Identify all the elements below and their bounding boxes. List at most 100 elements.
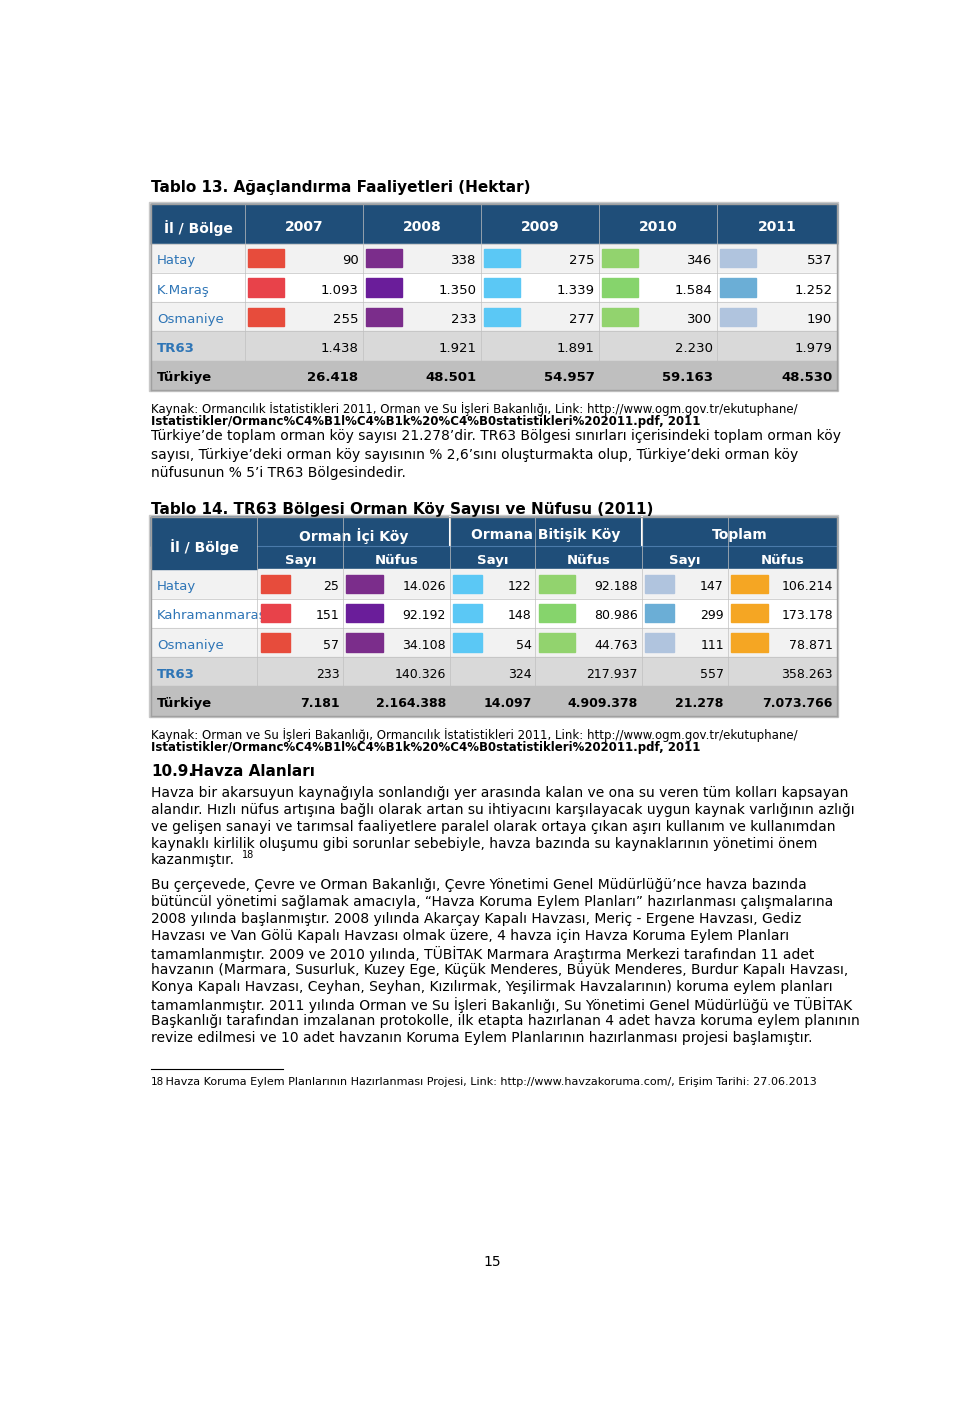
Text: 44.763: 44.763 [594, 639, 638, 652]
Text: 2011: 2011 [757, 220, 797, 234]
Text: Kahramanmaraş: Kahramanmaraş [157, 609, 267, 622]
Text: 233: 233 [316, 668, 339, 681]
Text: havzanın (Marmara, Susurluk, Kuzey Ege, Küçük Menderes, Büyük Menderes, Burdur K: havzanın (Marmara, Susurluk, Kuzey Ege, … [151, 963, 849, 977]
Text: Istatistikler/Ormanc%C4%B1l%C4%B1k%20%C4%B0statistikleri%202011.pdf, 2011: Istatistikler/Ormanc%C4%B1l%C4%B1k%20%C4… [151, 741, 701, 753]
Bar [151, 686, 837, 715]
Text: Nüfus: Nüfus [374, 554, 419, 567]
Text: 34.108: 34.108 [402, 639, 445, 652]
Bar [484, 308, 519, 325]
Bar [484, 250, 519, 267]
Text: 59.163: 59.163 [661, 371, 712, 384]
Bar [539, 575, 575, 594]
Bar [367, 250, 401, 267]
Text: nüfusunun % 5’i TR63 Bölgesindedir.: nüfusunun % 5’i TR63 Bölgesindedir. [151, 467, 406, 479]
Text: ve gelişen sanayi ve tarımsal faaliyetlere paralel olarak ortaya çıkan aşırı kul: ve gelişen sanayi ve tarımsal faaliyetle… [151, 819, 835, 833]
Text: 18: 18 [151, 1077, 164, 1087]
Text: 1.339: 1.339 [557, 284, 594, 297]
Bar [260, 634, 290, 652]
Bar [720, 278, 756, 297]
Text: 57: 57 [324, 639, 339, 652]
Text: TR63: TR63 [157, 342, 195, 355]
Bar [347, 575, 382, 594]
Text: 1.584: 1.584 [675, 284, 712, 297]
Bar [151, 598, 837, 628]
Text: tamamlanmıştır. 2009 ve 2010 yılında, TÜBİTAK Marmara Araştırma Merkezi tarafınd: tamamlanmıştır. 2009 ve 2010 yılında, TÜ… [151, 946, 814, 962]
Text: İl / Bölge: İl / Bölge [163, 220, 232, 235]
Text: 1.093: 1.093 [321, 284, 358, 297]
Text: 54.957: 54.957 [543, 371, 594, 384]
Text: 1.252: 1.252 [794, 284, 832, 297]
Text: Sayı: Sayı [284, 554, 316, 567]
Text: Türkiye: Türkiye [157, 698, 212, 711]
Text: Ormana Bitişik Köy: Ormana Bitişik Köy [471, 528, 620, 542]
Text: 10.9.: 10.9. [151, 763, 194, 779]
Text: Havza bir akarsuyun kaynağıyla sonlandığı yer arasında kalan ve ona su veren tüm: Havza bir akarsuyun kaynağıyla sonlandığ… [151, 786, 849, 799]
Text: tamamlanmıştır. 2011 yılında Orman ve Su İşleri Bakanlığı, Su Yönetimi Genel Müd: tamamlanmıştır. 2011 yılında Orman ve Su… [151, 996, 852, 1013]
Text: 26.418: 26.418 [307, 371, 358, 384]
Text: Istatistikler/Ormanc%C4%B1l%C4%B1k%20%C4%B0statistikleri%202011.pdf, 2011: Istatistikler/Ormanc%C4%B1l%C4%B1k%20%C4… [151, 415, 701, 428]
Text: Havza Alanları: Havza Alanları [191, 763, 315, 779]
Text: 2.230: 2.230 [675, 342, 712, 355]
Text: 92.188: 92.188 [594, 581, 638, 594]
Bar [367, 308, 401, 325]
Bar [151, 273, 837, 303]
Text: 255: 255 [333, 313, 358, 325]
Bar [151, 303, 837, 331]
Text: kaynaklı kirlilik oluşumu gibi sorunlar sebebiyle, havza bazında su kaynaklarını: kaynaklı kirlilik oluşumu gibi sorunlar … [151, 836, 817, 850]
Text: 1.979: 1.979 [794, 342, 832, 355]
Text: 346: 346 [687, 254, 712, 267]
Bar [731, 634, 768, 652]
Text: 14.026: 14.026 [402, 581, 445, 594]
Text: 2008 yılında başlanmıştır. 2008 yılında Akarçay Kapalı Havzası, Meriç - Ergene H: 2008 yılında başlanmıştır. 2008 yılında … [151, 912, 802, 926]
Text: 275: 275 [569, 254, 594, 267]
Text: Toplam: Toplam [711, 528, 767, 542]
Text: 14.097: 14.097 [483, 698, 532, 711]
Text: 54: 54 [516, 639, 532, 652]
Bar [151, 331, 837, 361]
Text: 48.530: 48.530 [781, 371, 832, 384]
Bar [539, 604, 575, 622]
Bar [453, 575, 482, 594]
Bar [150, 203, 838, 391]
Bar [602, 308, 637, 325]
Bar [731, 604, 768, 622]
Text: 21.278: 21.278 [676, 698, 724, 711]
Bar [151, 244, 837, 273]
Bar [602, 250, 637, 267]
Text: 140.326: 140.326 [395, 668, 445, 681]
Text: 324: 324 [508, 668, 532, 681]
Text: K.Maraş: K.Maraş [157, 284, 210, 297]
Text: 2007: 2007 [285, 220, 324, 234]
Bar [260, 604, 290, 622]
Bar [731, 575, 768, 594]
Text: TR63: TR63 [157, 668, 195, 681]
Bar [720, 250, 756, 267]
Text: 18: 18 [243, 850, 254, 860]
Text: Havzası ve Van Gölü Kapalı Havzası olmak üzere, 4 havza için Havza Koruma Eylem : Havzası ve Van Gölü Kapalı Havzası olmak… [151, 929, 789, 943]
Bar [645, 604, 674, 622]
Text: 338: 338 [451, 254, 476, 267]
Text: 90: 90 [342, 254, 358, 267]
Bar [151, 517, 257, 569]
Text: Hatay: Hatay [157, 581, 197, 594]
Text: 151: 151 [316, 609, 339, 622]
Text: Nüfus: Nüfus [760, 554, 804, 567]
Text: Başkanlığı tarafından imzalanan protokolle, ilk etapta hazırlanan 4 adet havza k: Başkanlığı tarafından imzalanan protokol… [151, 1013, 860, 1027]
Text: Kaynak: Orman ve Su İşleri Bakanlığı, Ormancılık İstatistikleri 2011, Link: http: Kaynak: Orman ve Su İşleri Bakanlığı, Or… [151, 728, 798, 742]
Text: 7.181: 7.181 [300, 698, 339, 711]
Bar [151, 517, 837, 547]
Text: Türkiye’de toplam orman köy sayısı 21.278’dir. TR63 Bölgesi sınırları içerisinde: Türkiye’de toplam orman köy sayısı 21.27… [151, 430, 841, 444]
Text: 4.909.378: 4.909.378 [567, 698, 638, 711]
Text: kazanmıştır.: kazanmıştır. [151, 853, 235, 868]
Text: 111: 111 [700, 639, 724, 652]
Bar [249, 308, 283, 325]
Text: alandır. Hızlı nüfus artışına bağlı olarak artan su ihtiyacını karşılayacak uygu: alandır. Hızlı nüfus artışına bağlı olar… [151, 802, 854, 816]
Bar [151, 569, 837, 598]
Bar [453, 634, 482, 652]
Text: 277: 277 [569, 313, 594, 325]
Text: 2009: 2009 [521, 220, 560, 234]
Text: 1.891: 1.891 [557, 342, 594, 355]
Text: 217.937: 217.937 [587, 668, 638, 681]
Text: Osmaniye: Osmaniye [157, 639, 224, 652]
Text: Kaynak: Ormancılık İstatistikleri 2011, Orman ve Su İşleri Bakanlığı, Link: http: Kaynak: Ormancılık İstatistikleri 2011, … [151, 402, 798, 417]
